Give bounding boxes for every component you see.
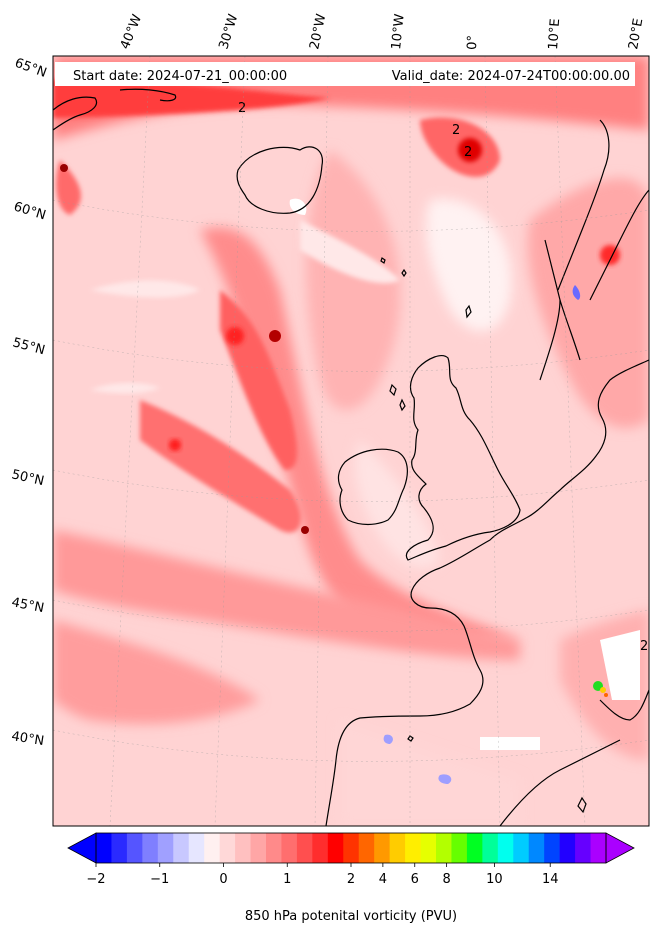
colorbar-cell: [405, 833, 422, 863]
lat-label-50n: 50°N: [10, 467, 45, 489]
colorbar-low-extend: [67, 832, 97, 864]
lon-label-20e: 20°E: [626, 17, 646, 50]
colorbar-cell: [374, 833, 391, 863]
colorbar-cell: [266, 833, 283, 863]
colorbar: −2 −1 0 1 2 4 6 8 10 14 850 hPa potenital vortici…: [67, 832, 635, 924]
colorbar-cell: [111, 833, 128, 863]
colorbar-cell: [96, 833, 113, 863]
colorbar-tick-label: 0: [219, 872, 227, 887]
map-frame: [52, 55, 650, 827]
longitude-labels: 40°W 30°W 20°W 10°W 0° 10°E 20°E: [118, 12, 647, 51]
contour-labels: 2 2 2 2: [238, 101, 648, 654]
colorbar-cell: [126, 833, 143, 863]
colorbar-cell: [173, 833, 190, 863]
colorbar-cell: [528, 833, 545, 863]
map-panel: 2 2 2 2: [53, 56, 649, 826]
svg-text:2: 2: [452, 123, 460, 138]
colorbar-cell: [219, 833, 236, 863]
lon-label-10e: 10°E: [546, 18, 563, 50]
iceland-coast: [236, 146, 324, 214]
lon-label-0: 0°: [465, 35, 481, 50]
colorbar-cell: [188, 833, 205, 863]
colorbar-cell: [466, 833, 483, 863]
lon-label-40w: 40°W: [118, 12, 145, 51]
colorbar-cells: [96, 833, 607, 863]
start-date-label: Start date: 2024-07-21_00:00:00: [73, 69, 287, 84]
svg-text:2: 2: [238, 101, 246, 116]
colorbar-cell: [358, 833, 375, 863]
graticule: [53, 56, 649, 826]
lat-label-65n: 65°N: [13, 56, 49, 81]
lon-label-30w: 30°W: [216, 12, 241, 51]
latitude-labels: 65°N 60°N 55°N 50°N 45°N 40°N: [10, 56, 48, 749]
colorbar-cell: [312, 833, 329, 863]
colorbar-cell: [281, 833, 298, 863]
colorbar-tick-label: −2: [86, 872, 105, 887]
colorbar-cell: [590, 833, 607, 863]
colorbar-cell: [544, 833, 561, 863]
colorbar-cell: [420, 833, 437, 863]
colorbar-high-extend: [605, 832, 635, 864]
great-britain-coast: [405, 355, 521, 561]
colorbar-cell: [436, 833, 453, 863]
colorbar-tick-label: 4: [379, 872, 387, 887]
colorbar-cell: [157, 833, 174, 863]
europe-coast: [325, 359, 649, 826]
colorbar-tick-label: 14: [542, 872, 559, 887]
header-strip: [55, 62, 635, 86]
lat-label-45n: 45°N: [10, 595, 45, 616]
colorbar-cell: [250, 833, 267, 863]
ireland-coast: [337, 448, 408, 526]
colorbar-cell: [497, 833, 514, 863]
colorbar-cell: [389, 833, 406, 863]
colorbar-cell: [451, 833, 468, 863]
lat-label-60n: 60°N: [12, 199, 48, 223]
colorbar-cell: [513, 833, 530, 863]
colorbar-tick-label: 2: [347, 872, 355, 887]
coastlines: [53, 88, 649, 826]
svg-text:2: 2: [640, 639, 648, 654]
colorbar-cell: [235, 833, 252, 863]
colorbar-cell: [343, 833, 360, 863]
colorbar-tick-label: 1: [283, 872, 291, 887]
colorbar-ticks: −2 −1 0 1 2 4 6 8 10 14: [86, 863, 558, 887]
valid-date-label: Valid_date: 2024-07-24T00:00:00.00: [392, 69, 630, 84]
colorbar-cell: [559, 833, 576, 863]
lat-label-40n: 40°N: [10, 729, 45, 749]
colorbar-cell: [296, 833, 313, 863]
colorbar-tick-label: −1: [150, 872, 169, 887]
pv-field-shading: [53, 56, 649, 826]
lat-label-55n: 55°N: [11, 335, 47, 358]
colorbar-label: 850 hPa potenital vorticity (PVU): [245, 909, 457, 924]
colorbar-tick-label: 6: [411, 872, 419, 887]
colorbar-cell: [482, 833, 499, 863]
colorbar-cell: [327, 833, 344, 863]
svg-text:2: 2: [464, 145, 472, 160]
colorbar-tick-label: 10: [486, 872, 503, 887]
lon-label-10w: 10°W: [389, 13, 408, 50]
colorbar-cell: [575, 833, 592, 863]
colorbar-cell: [204, 833, 221, 863]
colorbar-cell: [142, 833, 159, 863]
colorbar-tick-label: 8: [442, 872, 450, 887]
lon-label-20w: 20°W: [307, 12, 329, 50]
